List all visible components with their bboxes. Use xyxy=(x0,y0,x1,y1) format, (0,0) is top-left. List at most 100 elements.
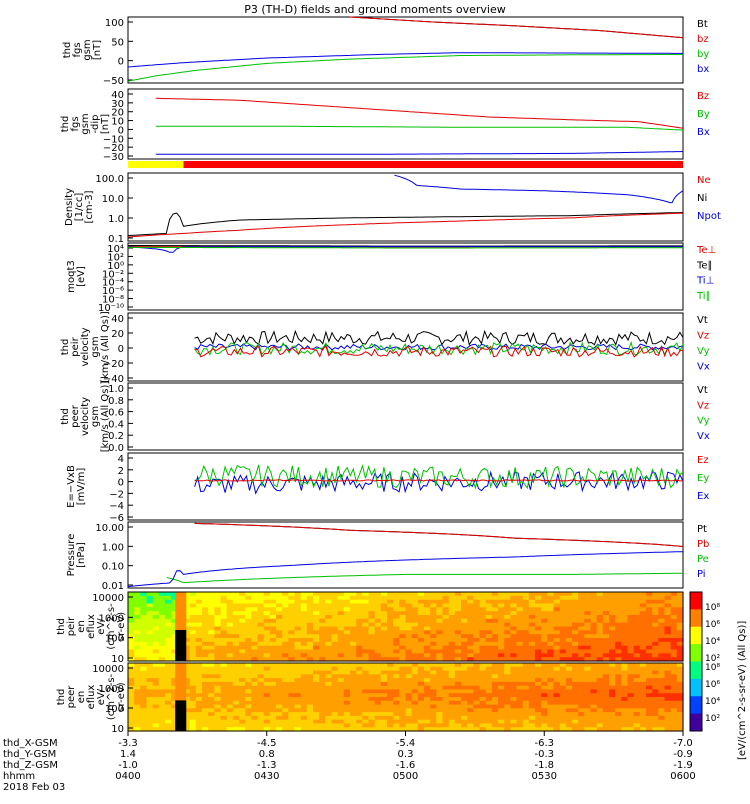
spectrogram-cell xyxy=(214,700,222,706)
spectrogram-cell xyxy=(300,603,308,608)
spectrogram-cell xyxy=(387,649,394,654)
spectrogram-cell xyxy=(627,708,635,713)
spectrogram-cell xyxy=(362,634,370,639)
spectrogram-cell xyxy=(294,611,302,616)
spectrogram-cell xyxy=(461,649,468,654)
spectrogram-cell xyxy=(417,723,425,728)
spectrogram-cell xyxy=(541,697,548,702)
spectrogram-cell xyxy=(633,595,641,601)
spectrogram-cell xyxy=(362,727,370,732)
spectrogram-cell xyxy=(510,727,518,732)
spectrogram-cell xyxy=(294,622,302,628)
series-line-By xyxy=(155,125,684,131)
series-line-Ti∥ xyxy=(128,246,683,249)
spectrogram-cell xyxy=(461,723,468,728)
spectrogram-cell xyxy=(430,599,437,605)
spectrogram-cell xyxy=(393,618,400,624)
spectrogram-cell xyxy=(362,645,370,651)
spectrogram-cell xyxy=(639,630,647,635)
spectrogram-cell xyxy=(399,603,407,608)
spectrogram-cell xyxy=(602,719,610,725)
spectrogram-cell xyxy=(522,678,530,683)
spectrogram-cell xyxy=(510,685,518,691)
spectrogram-cell xyxy=(535,715,542,721)
y-axis-title-line: eV/ xyxy=(96,618,107,635)
spectrogram-cell xyxy=(165,626,172,631)
spectrogram-cell xyxy=(276,603,283,608)
spectrogram-cell xyxy=(313,634,320,639)
spectrogram-cell xyxy=(269,670,277,675)
spectrogram-cell xyxy=(615,700,622,706)
spectrogram-cell xyxy=(257,653,265,658)
y-tick-label: 100 xyxy=(105,704,124,715)
spectrogram-cell xyxy=(134,700,141,706)
spectrogram-cell xyxy=(331,700,339,706)
spectrogram-cell xyxy=(547,697,555,702)
spectrogram-cell xyxy=(356,618,363,624)
spectrogram-cell xyxy=(590,663,598,668)
spectrogram-cell xyxy=(473,663,481,668)
spectrogram-cell xyxy=(528,681,536,687)
spectrogram-cell xyxy=(565,719,573,725)
spectrogram-cell xyxy=(498,681,505,687)
spectrogram-cell xyxy=(633,670,641,675)
spectrogram-cell xyxy=(232,595,240,601)
spectrogram-cell xyxy=(572,615,579,620)
spectrogram-cell xyxy=(276,727,283,732)
spectrogram-cell xyxy=(331,723,339,728)
spectrogram-cell xyxy=(282,666,289,672)
spectrogram-cell xyxy=(226,649,234,654)
spectrogram-cell xyxy=(528,622,536,628)
spectrogram-cell xyxy=(522,641,530,647)
spectrogram-cell xyxy=(411,649,419,654)
spectrogram-cell xyxy=(646,618,653,624)
spectrogram-cell xyxy=(331,607,339,612)
spectrogram-cell xyxy=(263,630,271,635)
spectrogram-cell xyxy=(405,618,413,624)
spectrogram-cell xyxy=(436,697,444,702)
spectrogram-cell xyxy=(602,657,610,662)
spectrogram-cell xyxy=(171,697,178,702)
spectrogram-cell xyxy=(368,603,376,608)
spectrogram-cell xyxy=(417,595,425,601)
spectrogram-cell xyxy=(436,634,444,639)
spectrogram-cell xyxy=(670,715,678,721)
spectrogram-cell xyxy=(652,657,659,662)
spectrogram-cell xyxy=(350,689,357,694)
spectrogram-cell xyxy=(263,697,271,702)
spectrogram-cell xyxy=(572,657,579,662)
legend-label: Vx xyxy=(697,431,710,442)
spectrogram-cell xyxy=(269,603,277,608)
spectrogram-cell xyxy=(387,653,394,658)
spectrogram-cell xyxy=(565,700,573,706)
spectrogram-cell xyxy=(399,700,407,706)
spectrogram-cell xyxy=(399,641,407,647)
spectrogram-cell xyxy=(146,685,154,691)
spectrogram-cell xyxy=(152,599,160,605)
spectrogram-cell xyxy=(615,693,622,698)
spectrogram-cell xyxy=(134,626,141,631)
x-axis-row-value: -1.8 xyxy=(534,760,554,771)
spectrogram-cell xyxy=(424,674,431,679)
spectrogram-cell xyxy=(183,657,191,662)
spectrogram-cell xyxy=(288,670,296,675)
spectrogram-cell xyxy=(664,704,672,709)
spectrogram-cell xyxy=(658,634,666,639)
spectrogram-cell xyxy=(393,607,400,612)
spectrogram-cell xyxy=(547,685,555,691)
spectrogram-cell xyxy=(639,645,647,651)
spectrogram-cell xyxy=(670,678,678,683)
spectrogram-cell xyxy=(510,618,518,624)
series-line-Bz xyxy=(155,97,684,129)
spectrogram-cell xyxy=(251,727,259,732)
spectrogram-cell xyxy=(220,697,228,702)
spectrogram-cell xyxy=(633,626,641,631)
spectrogram-cell xyxy=(461,700,468,706)
spectrogram-cell xyxy=(485,653,493,658)
spectrogram-cell xyxy=(232,653,240,658)
spectrogram-cell xyxy=(183,630,191,635)
spectrogram-cell xyxy=(245,657,252,662)
spectrogram-cell xyxy=(146,681,154,687)
spectrogram-cell xyxy=(350,622,357,628)
spectrogram-cell xyxy=(621,638,629,643)
